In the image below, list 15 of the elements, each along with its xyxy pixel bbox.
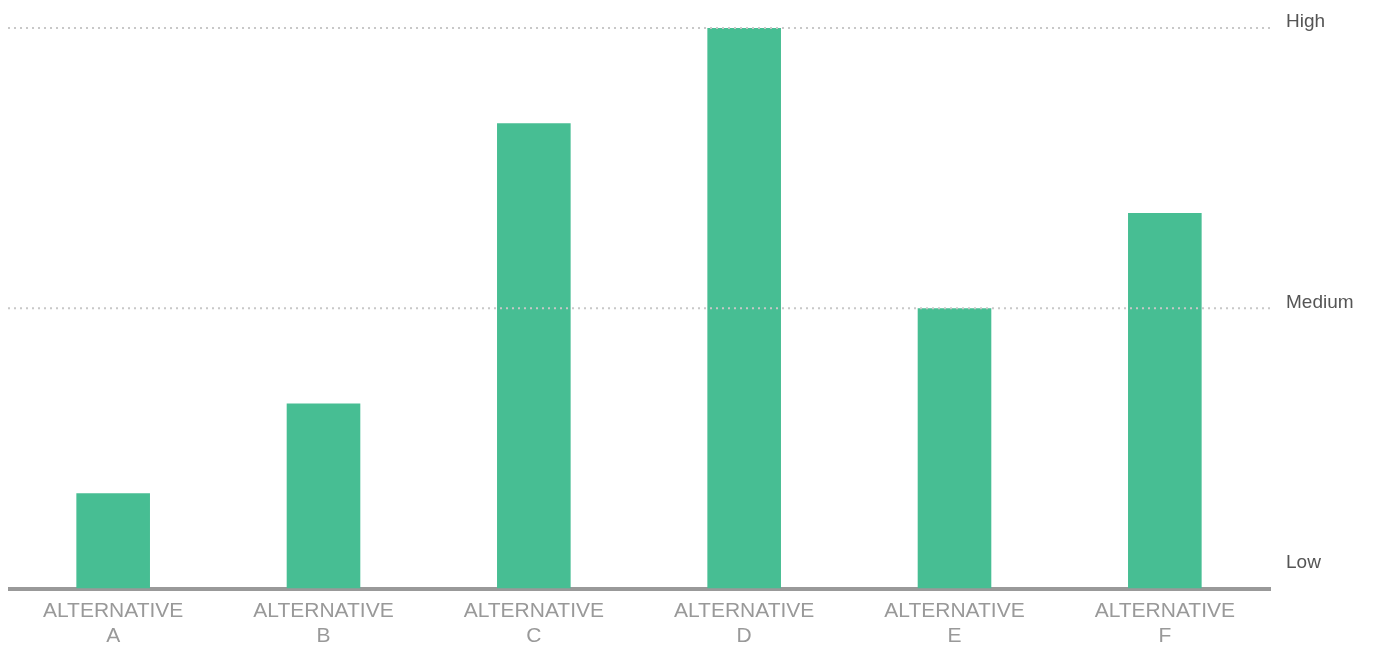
bar (707, 28, 781, 589)
text: Low (1286, 550, 1322, 572)
x-tick-label: ALTERNATIVE A (42, 598, 184, 647)
x-tick-label: ALTERNATIVE E (884, 598, 1025, 647)
bar (286, 403, 361, 589)
bar (917, 308, 992, 589)
x-tick-label: ALTERNATIVE C (463, 598, 605, 647)
x-tick-label: ALTERNATIVE B (253, 598, 394, 647)
x-tick-label: ALTERNATIVE D (673, 598, 815, 647)
bar (1128, 213, 1202, 589)
ref-line-label: Medium (1286, 290, 1354, 312)
bar (497, 123, 571, 589)
bar (76, 493, 150, 589)
x-tick-label: ALTERNATIVE F (1094, 598, 1236, 647)
ref-line-label: High (1286, 10, 1326, 32)
